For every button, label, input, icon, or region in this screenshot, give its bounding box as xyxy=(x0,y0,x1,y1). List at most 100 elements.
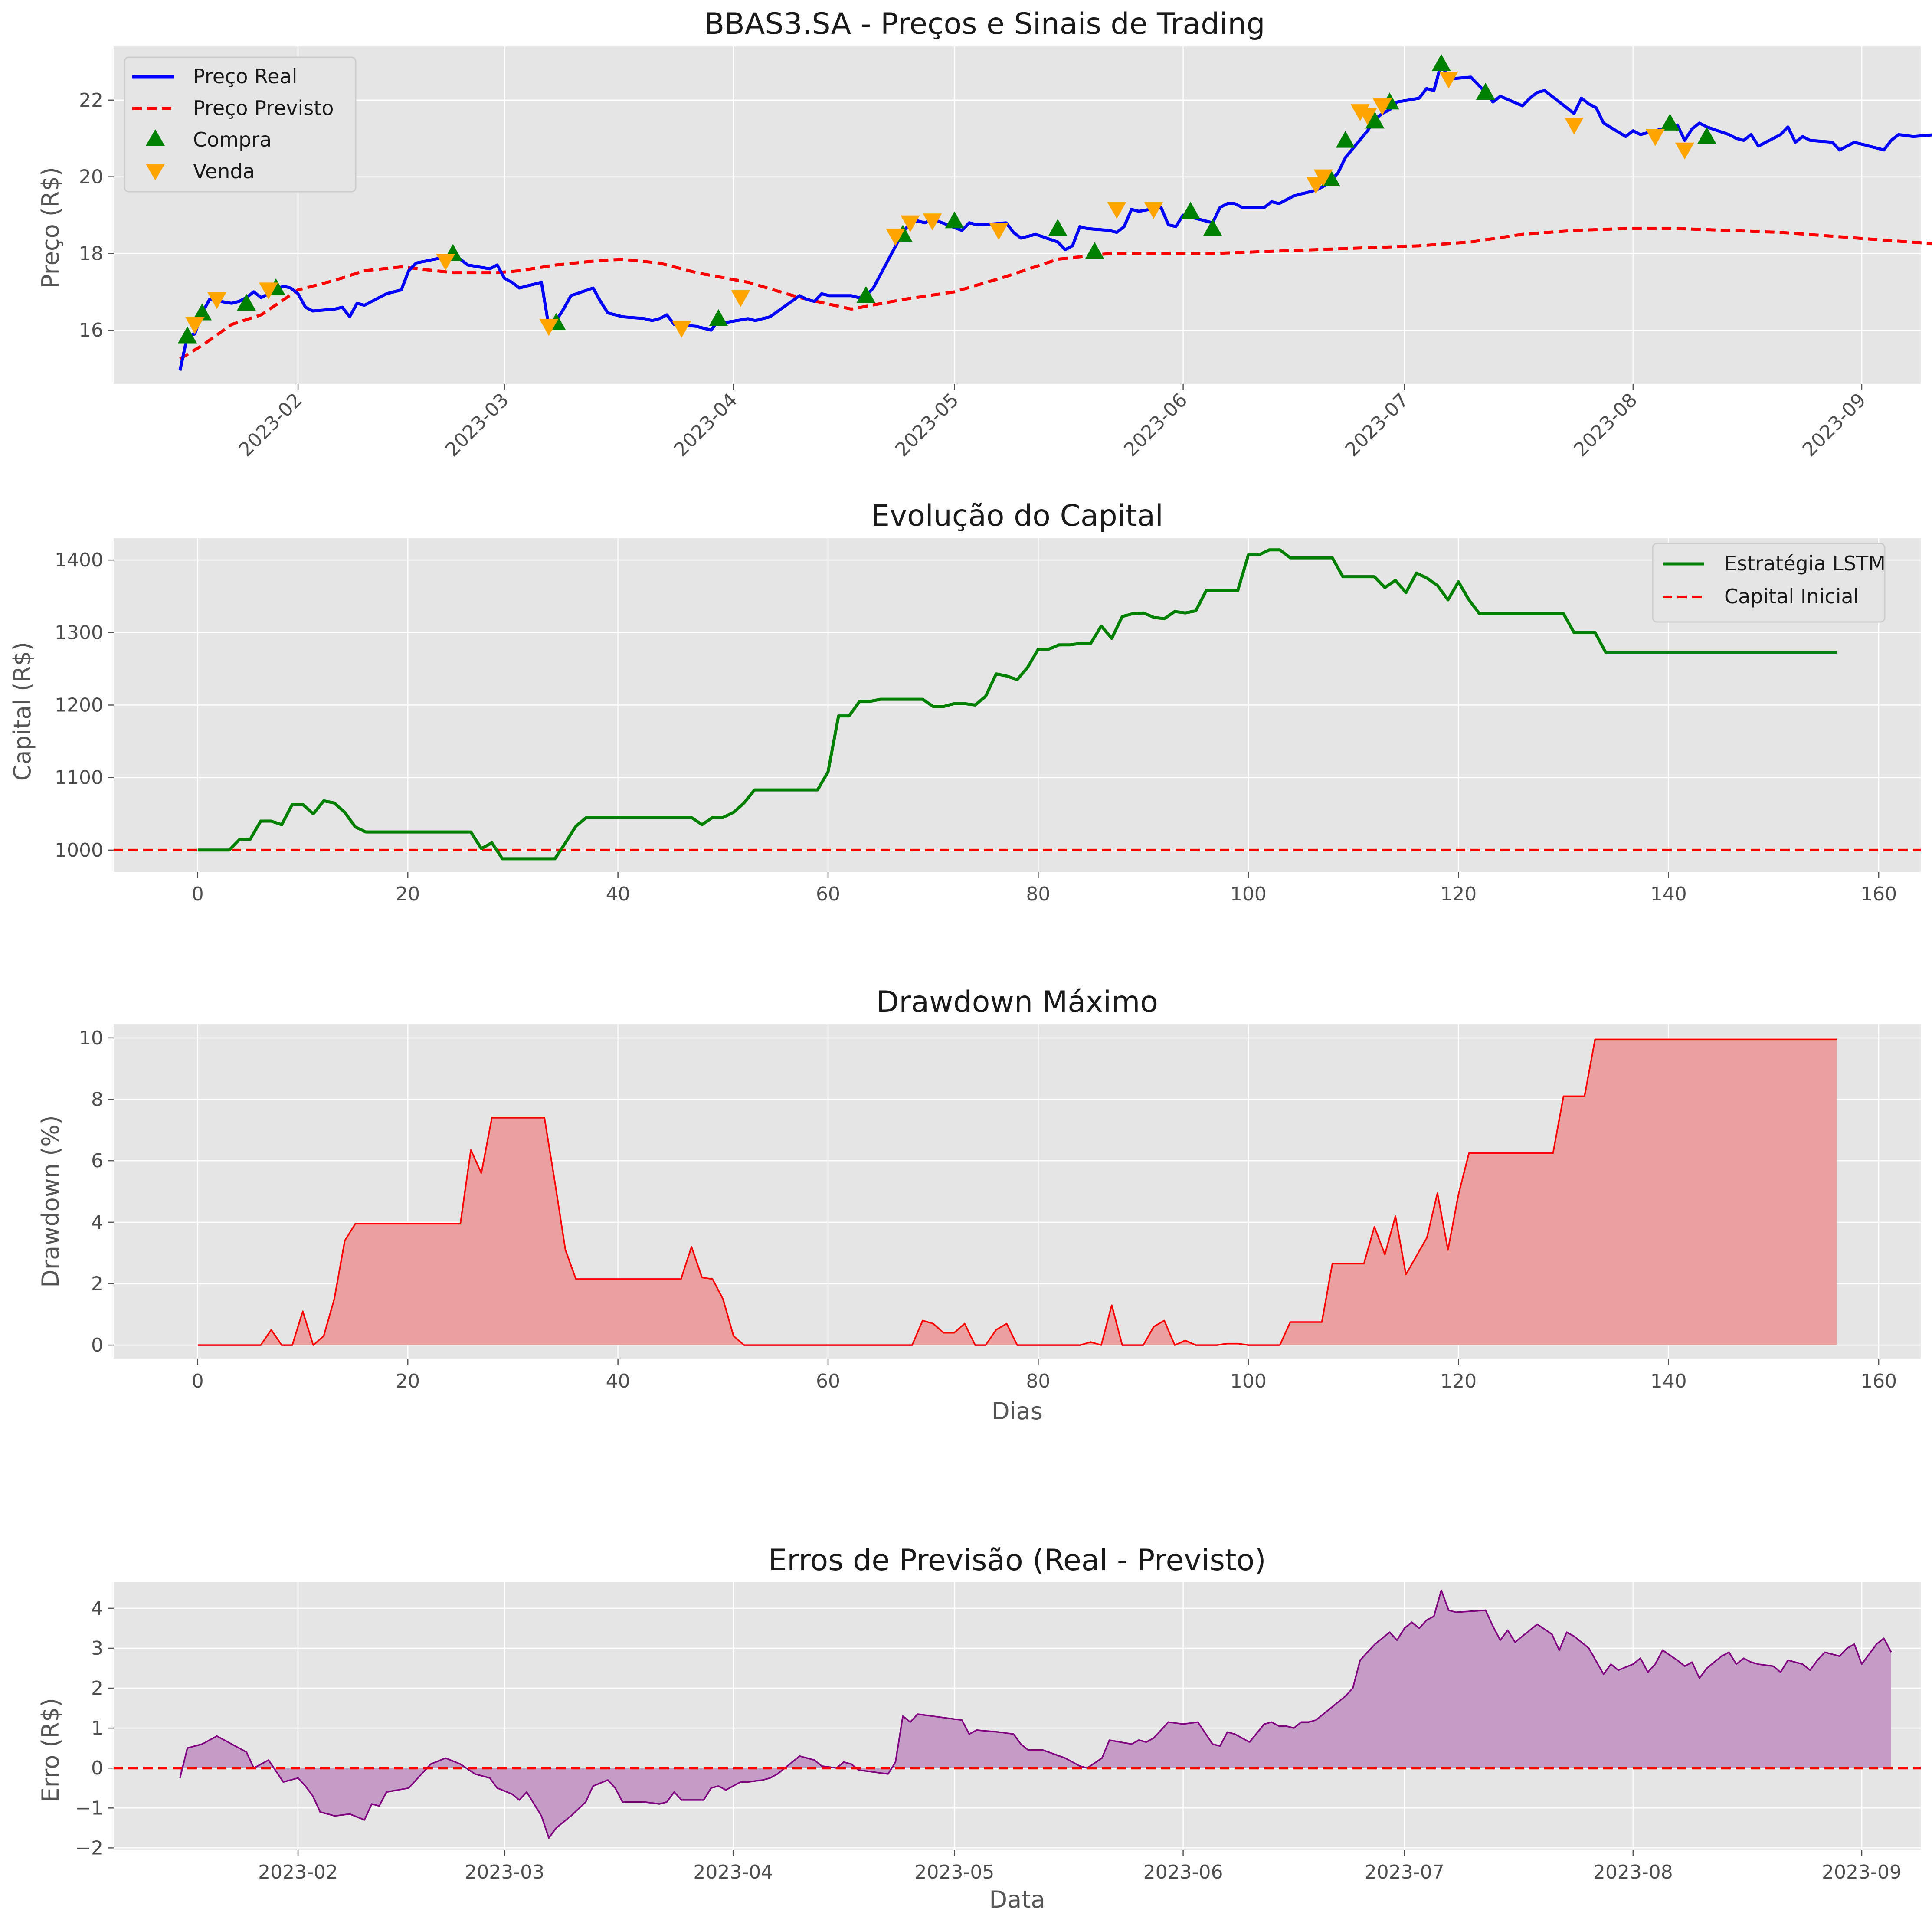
drawdown-xtick-label: 80 xyxy=(1026,1370,1050,1392)
errors-xtick-label: 2023-02 xyxy=(258,1861,338,1883)
errors-xtick-label: 2023-06 xyxy=(1143,1861,1223,1883)
legend-sell-marker xyxy=(146,164,165,180)
drawdown-xtick-label: 100 xyxy=(1230,1370,1267,1392)
errors-ytick-label: 4 xyxy=(91,1597,103,1620)
drawdown-xtick-label: 140 xyxy=(1650,1370,1687,1392)
drawdown-ylabel: Drawdown (%) xyxy=(37,1115,64,1287)
capital-ytick-label: 1100 xyxy=(55,767,103,789)
drawdown-line xyxy=(197,1038,1837,1346)
errors-xtick-label: 2023-09 xyxy=(1822,1861,1902,1883)
legend-buy-marker xyxy=(146,129,165,146)
sell-marker xyxy=(539,319,559,336)
capital-xtick-label: 160 xyxy=(1860,883,1897,905)
buy-marker xyxy=(1476,83,1495,100)
buy-marker xyxy=(945,211,964,229)
capital-ytick-label: 1000 xyxy=(55,839,103,861)
capital-xtick-label: 120 xyxy=(1440,883,1477,905)
capital-panel: Evolução do Capital Capital (R$) 0 20 40 60… xyxy=(9,499,1921,905)
capital-xtick-label: 100 xyxy=(1230,883,1267,905)
error-line xyxy=(179,1589,1892,1839)
capital-legend-box xyxy=(1652,543,1886,623)
errors-plot: 2023-02 2023-03 2023-04 2023-05 2023-06 2023-… xyxy=(75,1582,1921,1883)
buy-marker xyxy=(237,294,256,311)
errors-panel: 2023-02 2023-03 2023-04 2023-05 2023-06 2023-… xyxy=(37,1543,1921,1913)
prices-ylabel: Preço (R$) xyxy=(37,167,64,288)
legend-sell-label: Venda xyxy=(193,160,255,183)
sell-marker xyxy=(1358,108,1377,125)
sell-marker xyxy=(1313,169,1333,187)
drawdown-ytick-label: 6 xyxy=(91,1150,103,1172)
error-area xyxy=(180,1590,1891,1838)
sell-marker xyxy=(886,229,905,246)
prices-ytick-label: 22 xyxy=(79,89,103,111)
real-price-line xyxy=(178,62,1932,371)
errors-xtick-label: 2023-08 xyxy=(1593,1861,1673,1883)
buy-marker xyxy=(1431,54,1451,71)
capital-plot: 0 20 40 60 80 100 120 140 160 1000 1100 1200 1300 140… xyxy=(55,538,1921,905)
drawdown-area xyxy=(197,1039,1837,1345)
sell-marker xyxy=(207,292,227,309)
sell-marker xyxy=(923,213,942,231)
capital-xtick-label: 80 xyxy=(1026,883,1050,905)
errors-title: Erros de Previsão (Real - Previsto) xyxy=(768,1543,1266,1578)
errors-xtick-label: 2023-07 xyxy=(1365,1861,1444,1883)
buy-marker xyxy=(193,303,212,321)
sell-marker xyxy=(1645,129,1665,146)
sell-marker xyxy=(731,290,750,308)
errors-xtick-label: 2023-03 xyxy=(465,1861,544,1883)
errors-xtick-label: 2023-04 xyxy=(693,1861,773,1883)
capital-ytick-label: 1300 xyxy=(55,622,103,644)
prices-plot: 2023-02 2023-03 2023-04 2023-05 2023-06 2023-… xyxy=(79,46,1932,461)
drawdown-ytick-label: 10 xyxy=(79,1027,103,1049)
legend-real-label: Preço Real xyxy=(193,65,297,88)
capital-xtick-label: 60 xyxy=(816,883,840,905)
buy-marker xyxy=(1203,219,1222,236)
capital-xtick-label: 40 xyxy=(606,883,630,905)
predicted-price-line xyxy=(179,227,1932,360)
buy-marker xyxy=(1048,219,1068,236)
capital-legend: Estratégia LSTM Capital Inicial xyxy=(1652,543,1886,623)
errors-ytick-label: −2 xyxy=(75,1837,103,1859)
drawdown-panel: 0 20 40 60 80 100 120 140 160 0 2 4 6 8 10 Drawdown Má… xyxy=(37,985,1921,1425)
buy-marker xyxy=(856,286,876,303)
legend-capital-label: Estratégia LSTM xyxy=(1724,552,1886,575)
drawdown-ytick-label: 2 xyxy=(91,1273,103,1295)
buy-marker xyxy=(1181,202,1200,219)
sell-marker xyxy=(1144,202,1163,219)
buy-marker xyxy=(1660,113,1680,131)
drawdown-xtick-label: 20 xyxy=(396,1370,420,1392)
capital-xtick-label: 0 xyxy=(192,883,204,905)
legend-buy-label: Compra xyxy=(193,128,272,151)
sell-marker xyxy=(185,317,205,334)
prices-ytick-label: 20 xyxy=(79,166,103,188)
prices-legend: Preço Real Preço Previsto Compra Venda xyxy=(124,56,357,193)
errors-ytick-label: −1 xyxy=(75,1797,103,1819)
drawdown-xtick-label: 160 xyxy=(1860,1370,1897,1392)
buy-marker xyxy=(709,309,728,326)
errors-ytick-label: 2 xyxy=(91,1677,103,1699)
errors-ytick-label: 1 xyxy=(91,1717,103,1739)
prices-ytick-label: 18 xyxy=(79,242,103,265)
buy-marker xyxy=(1365,111,1385,129)
drawdown-xtick-label: 60 xyxy=(816,1370,840,1392)
buy-marker xyxy=(1085,242,1104,259)
buy-marker xyxy=(178,326,197,344)
prices-legend-box xyxy=(124,56,357,193)
errors-ylabel: Erro (R$) xyxy=(37,1698,64,1803)
errors-xtick-label: 2023-05 xyxy=(915,1861,995,1883)
errors-ytick-label: 0 xyxy=(91,1757,103,1779)
drawdown-xlabel: Dias xyxy=(992,1398,1043,1425)
sell-marker xyxy=(672,321,691,338)
prices-ytick-label: 16 xyxy=(79,319,103,341)
capital-xtick-label: 140 xyxy=(1650,883,1687,905)
drawdown-ytick-label: 8 xyxy=(91,1089,103,1111)
prices-title: BBAS3.SA - Preços e Sinais de Trading xyxy=(704,7,1265,41)
sell-marker xyxy=(1372,98,1392,116)
buy-marker xyxy=(1697,127,1716,144)
sell-marker xyxy=(901,215,920,232)
drawdown-xtick-label: 40 xyxy=(606,1370,630,1392)
sell-marker xyxy=(1107,202,1126,219)
capital-title: Evolução do Capital xyxy=(871,499,1163,533)
errors-xlabel: Data xyxy=(989,1886,1045,1913)
